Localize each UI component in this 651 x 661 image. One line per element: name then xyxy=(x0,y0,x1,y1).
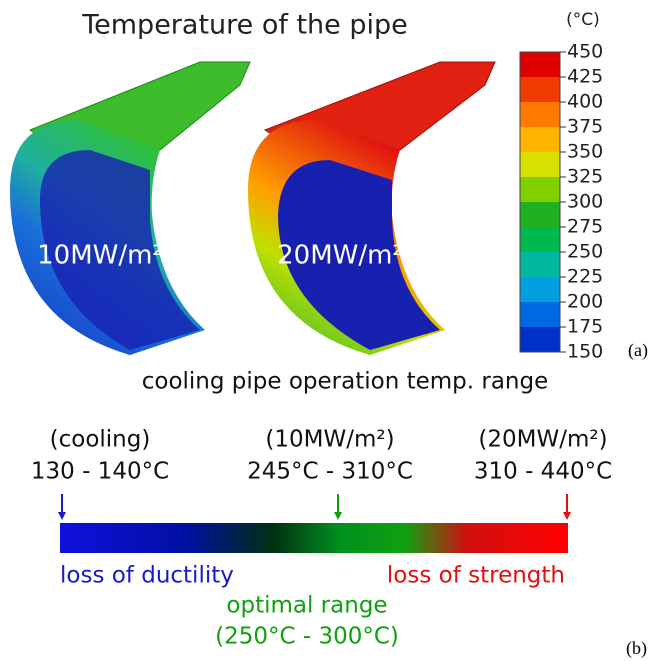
colorbar-band xyxy=(520,302,560,327)
optimal-range: (250°C - 300°C) xyxy=(215,624,399,650)
colorbar-tick-label: 175 xyxy=(567,316,603,338)
colorbar-tick-label: 250 xyxy=(567,241,603,263)
marker-range: 245°C - 310°C xyxy=(247,459,413,485)
temperature-bar xyxy=(60,523,568,553)
marker-arrowhead xyxy=(563,512,571,520)
colorbar-band xyxy=(520,177,560,202)
colorbar-band xyxy=(520,252,560,277)
marker-case: (cooling) xyxy=(50,427,151,453)
colorbar-tick-label: 200 xyxy=(567,291,603,313)
pipe-label: 20MW/m² xyxy=(277,241,403,271)
marker-case: (10MW/m²) xyxy=(265,427,394,453)
colorbar-band xyxy=(520,102,560,127)
colorbar-band xyxy=(520,227,560,252)
colorbar-unit: (°C) xyxy=(566,10,600,30)
colorbar-tick-label: 375 xyxy=(567,116,603,138)
colorbar-tick-label: 325 xyxy=(567,166,603,188)
colorbar-band xyxy=(520,52,560,77)
optimal-label: optimal range xyxy=(226,593,387,619)
colorbar-tick-label: 225 xyxy=(567,266,603,288)
marker-arrowhead xyxy=(58,512,66,520)
marker-range: 310 - 440°C xyxy=(474,459,612,485)
colorbar: 450 425 400 375 350 325 300 275 250 225 200 175 150 xyxy=(520,41,603,363)
pipe-label: 10MW/m² xyxy=(37,241,163,271)
marker-range: 130 - 140°C xyxy=(31,459,169,485)
colorbar-band xyxy=(520,202,560,227)
markers: (cooling) 130 - 140°C (10MW/m²) 245°C - 310… xyxy=(31,427,612,521)
marker-case: (20MW/m²) xyxy=(478,427,607,453)
marker-arrowhead xyxy=(334,512,342,520)
colorbar-band xyxy=(520,277,560,302)
figure: Temperature of the pipe 10MW/m² 20MW/m² … xyxy=(0,0,651,661)
panel-label: (a) xyxy=(628,340,648,361)
left-label: loss of ductility xyxy=(60,563,234,589)
colorbar-tick-label: 425 xyxy=(567,66,603,88)
colorbar-tick-label: 450 xyxy=(567,41,603,63)
colorbar-tick-label: 400 xyxy=(567,91,603,113)
panel-label: (b) xyxy=(626,638,647,659)
colorbar-band xyxy=(520,77,560,102)
colorbar-tick-label: 275 xyxy=(567,216,603,238)
colorbar-band xyxy=(520,152,560,177)
pipe-10mw: 10MW/m² xyxy=(10,62,250,355)
colorbar-tick-label: 150 xyxy=(567,341,603,363)
colorbar-band xyxy=(520,127,560,152)
colorbar-tick-label: 300 xyxy=(567,191,603,213)
title-b: cooling pipe operation temp. range xyxy=(142,369,549,395)
pipe-20mw: 20MW/m² xyxy=(248,62,495,355)
colorbar-band xyxy=(520,327,560,352)
right-label: loss of strength xyxy=(387,563,565,589)
colorbar-tick-label: 350 xyxy=(567,141,603,163)
title-a: Temperature of the pipe xyxy=(81,10,408,41)
